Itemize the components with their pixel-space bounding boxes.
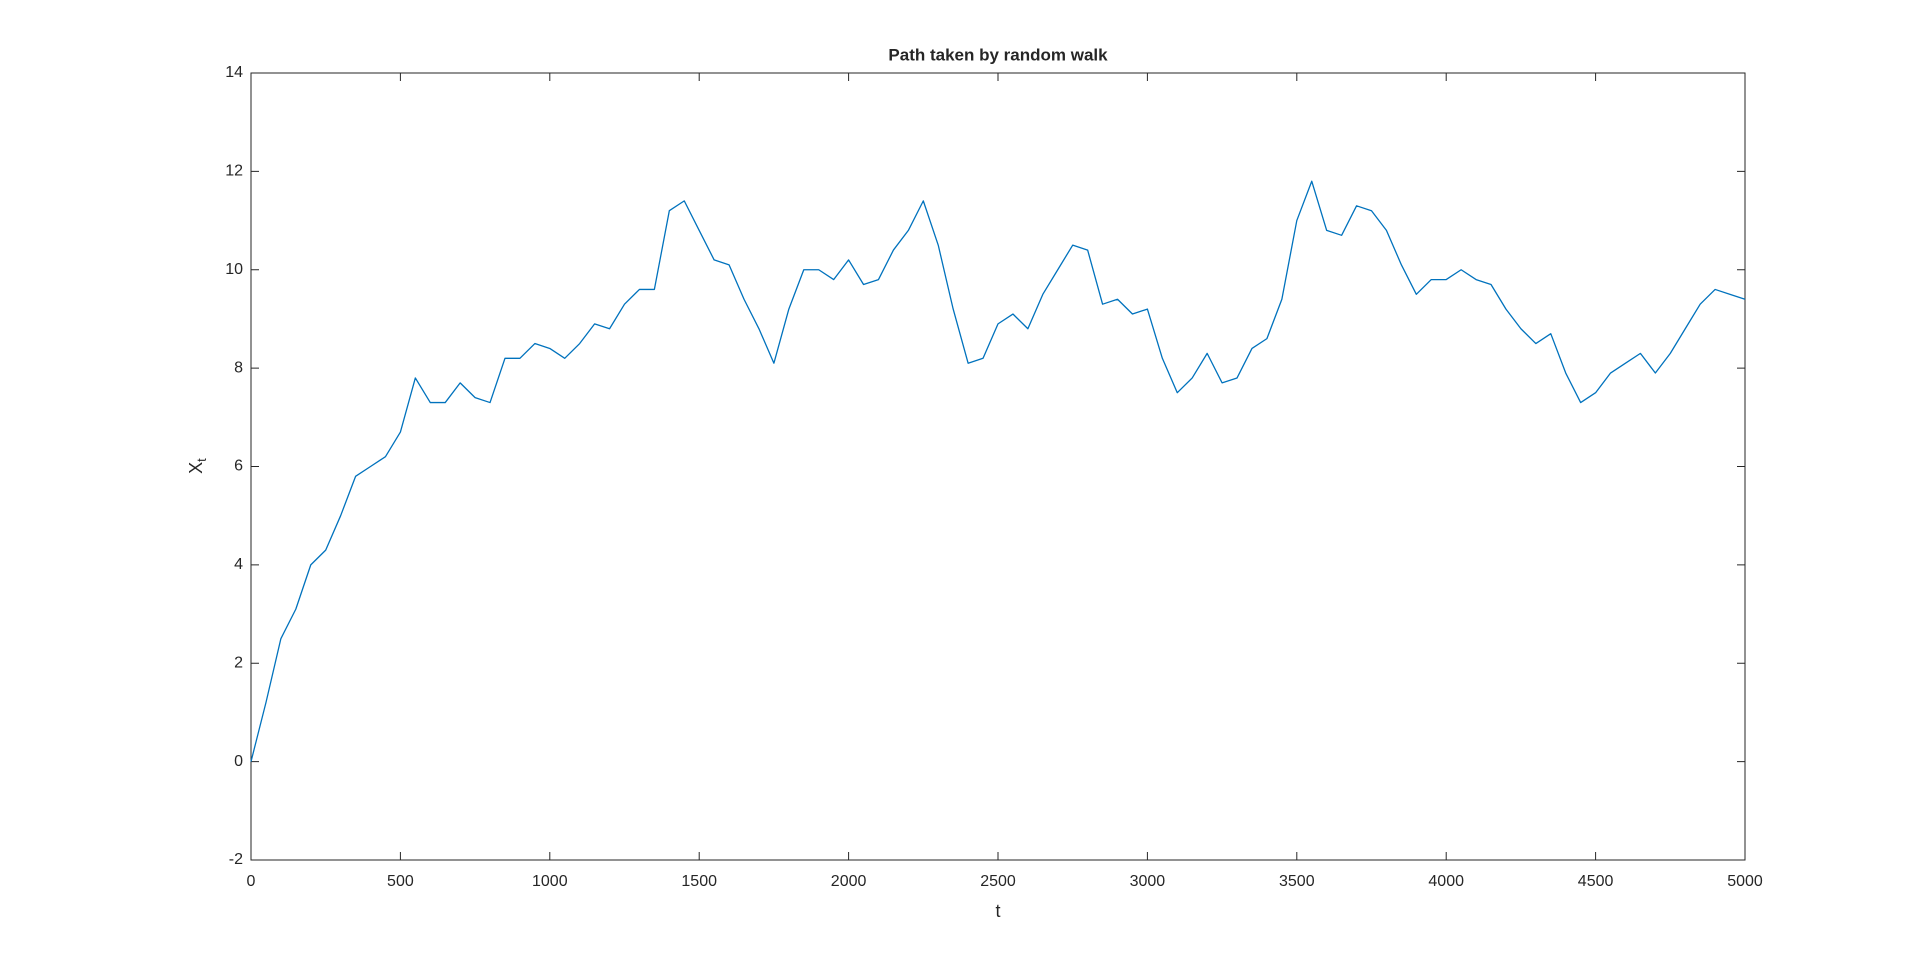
y-tick-label: 10 <box>225 261 243 278</box>
y-tick-label: 2 <box>234 654 243 671</box>
x-tick-label: 0 <box>247 873 256 890</box>
plot-frame <box>250 72 1746 861</box>
chart-title: Path taken by random walk <box>888 45 1108 64</box>
x-axis-label: t <box>995 901 1000 921</box>
y-tick-label: -2 <box>229 851 243 868</box>
y-tick-label: 0 <box>234 753 243 770</box>
x-tick-label: 500 <box>387 873 414 890</box>
y-axis-label-base: X <box>186 462 206 474</box>
y-axis-label: Xt <box>186 458 210 474</box>
x-tick-label: 5000 <box>1727 873 1763 890</box>
x-tick-label: 4500 <box>1578 873 1614 890</box>
y-tick-label: 14 <box>225 64 243 81</box>
x-tick-label: 1500 <box>681 873 717 890</box>
x-tick-label: 1000 <box>532 873 568 890</box>
y-tick-label: 6 <box>234 458 243 475</box>
y-tick-label: 4 <box>234 556 243 573</box>
y-axis-label-subscript: t <box>194 458 209 462</box>
x-tick-label: 2000 <box>831 873 867 890</box>
y-tick-label: 12 <box>225 163 243 180</box>
series-line <box>250 180 1746 762</box>
x-tick-label: 3500 <box>1279 873 1315 890</box>
x-tick-label: 3000 <box>1130 873 1166 890</box>
x-tick-label: 4000 <box>1428 873 1464 890</box>
x-tick-label: 2500 <box>980 873 1016 890</box>
y-tick-label: 8 <box>234 359 243 376</box>
